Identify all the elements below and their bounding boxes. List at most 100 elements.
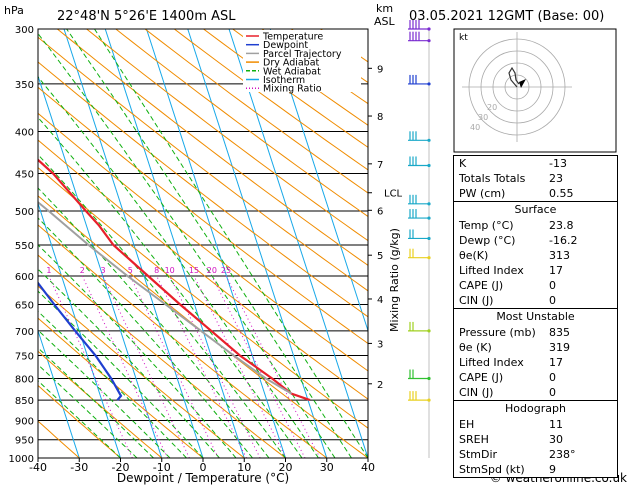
wind-barb xyxy=(408,321,431,333)
legend-label: Dewpoint xyxy=(263,40,308,51)
temp-tick-label: 0 xyxy=(200,461,207,474)
pressure-tick-label: 500 xyxy=(15,207,34,218)
pressure-tick-label: 400 xyxy=(15,128,34,139)
mixing-ratio-line xyxy=(102,275,190,458)
wet-adiabat-line xyxy=(38,244,237,458)
pressure-tick-label: 300 xyxy=(15,25,34,36)
mixing-ratio-label: 20 xyxy=(207,266,217,275)
mu-row: Pressure (mb) 835 xyxy=(459,326,570,339)
dry-adiabat-line xyxy=(38,139,368,400)
dry-adiabat-line xyxy=(203,29,368,148)
mu-row: Lifted Index 17 xyxy=(459,356,563,369)
surface-row: CAPE (J) 0 xyxy=(459,279,556,292)
height-tick-label: 3 xyxy=(377,339,383,350)
x-axis-title: Dewpoint / Temperature (°C) xyxy=(117,471,289,485)
wind-barb xyxy=(408,229,431,241)
mixing-ratio-line xyxy=(81,275,169,458)
dewpoint-line xyxy=(38,281,123,401)
wind-barb xyxy=(408,20,431,31)
dry-adiabat-line xyxy=(38,86,368,345)
dry-adiabat-line xyxy=(38,195,368,458)
index-row: PW (cm) 0.55 xyxy=(459,187,574,200)
mixing-ratio-line xyxy=(169,275,261,458)
wind-barbs xyxy=(408,20,431,458)
hodo-row: EH 11 xyxy=(459,418,563,431)
pressure-tick-label: 450 xyxy=(15,169,34,180)
pressure-tick-label: 1000 xyxy=(9,454,34,465)
temp-tick-label: 40 xyxy=(361,461,375,474)
pressure-tick-label: 650 xyxy=(15,301,34,312)
dry-adiabat-line xyxy=(56,29,368,267)
mu-row: θe (K) 319 xyxy=(459,341,570,354)
mixing-ratio-label: 5 xyxy=(128,266,133,275)
wind-barb xyxy=(408,131,431,142)
height-unit-sub: ASL xyxy=(374,15,396,28)
legend-label: Temperature xyxy=(262,32,323,43)
dry-adiabat-line xyxy=(38,36,368,292)
mixing-ratio-label: 8 xyxy=(154,266,159,275)
wind-barb xyxy=(408,194,431,206)
isotherm-line xyxy=(187,29,328,458)
hodograph-frame xyxy=(453,28,617,153)
dry-adiabat-line xyxy=(38,420,80,458)
hodo-row: SREH 30 xyxy=(459,433,563,446)
height-tick-label: 7 xyxy=(377,160,383,171)
isotherm-line xyxy=(38,201,121,458)
wind-barb xyxy=(408,391,431,402)
datetime-label: 03.05.2021 12GMT (Base: 00) xyxy=(409,9,604,24)
isotherm-line xyxy=(104,29,245,458)
wet-adiabat-line xyxy=(38,116,303,458)
hodograph-title: Hodograph xyxy=(505,402,566,415)
mixing-ratio-label: 10 xyxy=(165,266,175,275)
wet-adiabat-line xyxy=(38,268,220,458)
dry-adiabat-line xyxy=(38,350,163,458)
isotherm-line xyxy=(63,29,204,458)
isotherm-line xyxy=(38,329,80,458)
station-label: 22°48'N 5°26'E 1400m ASL xyxy=(57,9,236,24)
wet-adiabat-line xyxy=(38,32,336,458)
wet-adiabat-line xyxy=(38,364,138,458)
dry-adiabat-line xyxy=(38,254,286,458)
wind-barb xyxy=(408,156,431,168)
surface-title: Surface xyxy=(514,203,557,216)
height-tick-label: 8 xyxy=(377,112,383,123)
legend-label: Wet Adiabat xyxy=(263,66,321,77)
temp-tick-label: -20 xyxy=(112,461,130,474)
pressure-tick-label: 950 xyxy=(15,436,34,447)
indices-panel: K -13 Totals Totals 23 PW (cm) 0.55 Surface… xyxy=(453,155,618,478)
mixing-ratio-label: 3 xyxy=(100,266,105,275)
dry-adiabat-line xyxy=(38,61,368,318)
temp-tick-label: 20 xyxy=(279,461,293,474)
storm-motion-marker xyxy=(519,79,526,88)
mixing-ratio-label: 1 xyxy=(46,266,51,275)
legend-label: Mixing Ratio xyxy=(263,84,322,95)
dry-adiabat-line xyxy=(38,317,204,458)
most-unstable-title: Most Unstable xyxy=(496,310,575,323)
wet-adiabat-line xyxy=(66,29,352,458)
temp-tick-label: 30 xyxy=(320,461,334,474)
mu-row: CAPE (J) 0 xyxy=(459,371,556,384)
pressure-tick-label: 850 xyxy=(15,396,34,407)
isotherm-line xyxy=(146,29,286,458)
wind-barb xyxy=(408,31,431,43)
dry-adiabat-line xyxy=(115,29,368,218)
legend-label: Isotherm xyxy=(263,75,305,86)
legend-label: Dry Adiabat xyxy=(263,58,320,69)
pressure-tick-label: 350 xyxy=(15,80,34,91)
dry-adiabat-line xyxy=(38,166,368,429)
dry-adiabat-line xyxy=(38,285,245,458)
pressure-tick-label: 900 xyxy=(15,416,34,427)
temperature-line xyxy=(38,158,311,402)
dry-adiabat-line xyxy=(173,29,368,171)
y2-axis-title: Mixing Ratio (g/kg) xyxy=(388,228,401,332)
wet-adiabat-line xyxy=(38,76,319,458)
dry-adiabat-line xyxy=(38,384,121,458)
height-tick-label: 4 xyxy=(377,295,383,306)
dry-adiabat-line xyxy=(86,29,368,242)
wet-adiabat-line xyxy=(38,187,270,458)
pressure-unit-label: hPa xyxy=(4,4,24,17)
height-unit-label: km xyxy=(376,2,393,15)
surface-row: CIN (J) 0 xyxy=(459,294,556,307)
pressure-tick-label: 750 xyxy=(15,351,34,362)
